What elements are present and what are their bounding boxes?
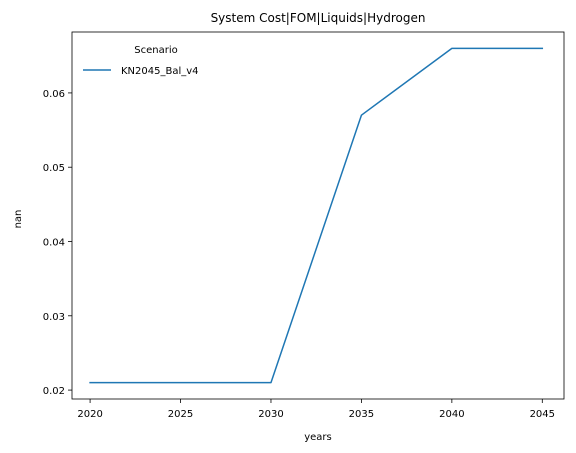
x-axis: 2020 2025 2030 2035 2040 2045: [77, 399, 555, 420]
x-tick-label-0: 2020: [77, 409, 102, 420]
y-tick-label-4: 0.06: [43, 89, 65, 100]
y-tick-label-0: 0.02: [43, 386, 65, 397]
legend-title: Scenario: [134, 45, 177, 56]
legend-label: KN2045_Bal_v4: [121, 66, 199, 77]
x-axis-label: years: [304, 432, 332, 443]
y-tick-label-1: 0.03: [43, 312, 65, 323]
x-tick-label-4: 2040: [439, 409, 464, 420]
y-tick-label-2: 0.04: [43, 238, 65, 249]
plot-area: [71, 31, 565, 400]
x-tick-label-2: 2030: [258, 409, 283, 420]
x-tick-label-5: 2045: [530, 409, 555, 420]
x-tick-label-1: 2025: [168, 409, 193, 420]
x-tick-label-3: 2035: [349, 409, 374, 420]
series-layer: [89, 47, 544, 384]
legend: Scenario KN2045_Bal_v4: [83, 45, 199, 77]
y-axis-label: nan: [13, 210, 24, 229]
plot-frame: [71, 31, 565, 400]
chart-title: System Cost|FOM|Liquids|Hydrogen: [211, 11, 426, 25]
y-tick-label-3: 0.05: [43, 163, 65, 174]
series-line-0: [89, 47, 544, 384]
y-axis: 0.02 0.03 0.04 0.05 0.06: [43, 89, 72, 397]
